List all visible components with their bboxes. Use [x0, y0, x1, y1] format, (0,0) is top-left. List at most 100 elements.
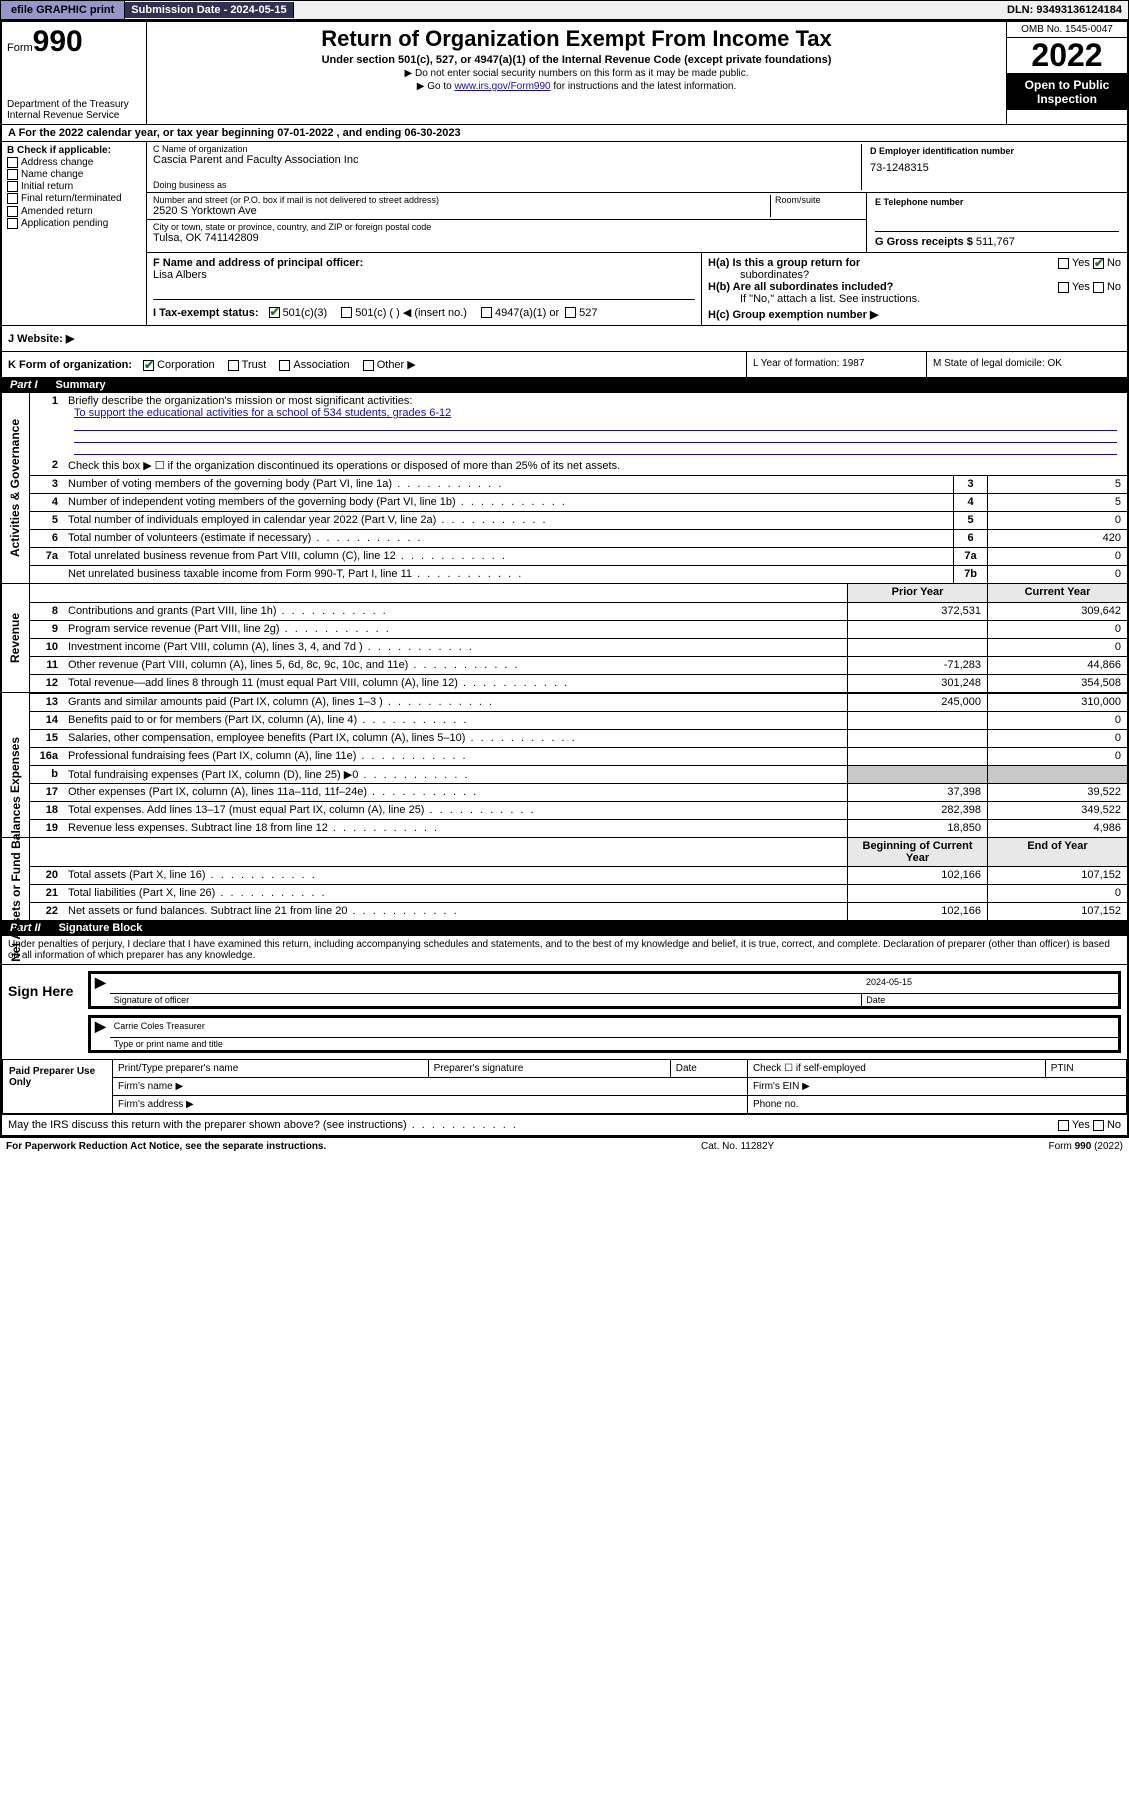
hb-label: H(b) Are all subordinates included? [708, 281, 893, 293]
signer-name-label: Type or print name and title [110, 1038, 1118, 1050]
cb-application-pending[interactable]: Application pending [7, 218, 141, 229]
cb-final-return[interactable]: Final return/terminated [7, 193, 141, 204]
cb-amended-return[interactable]: Amended return [7, 206, 141, 217]
addr-value: 2520 S Yorktown Ave [153, 205, 770, 217]
summary-line-7a: 7aTotal unrelated business revenue from … [30, 547, 1127, 565]
header-left: Form990 Department of the Treasury Inter… [2, 22, 147, 124]
end-year-hdr: End of Year [987, 838, 1127, 866]
summary-line-10: 10Investment income (Part VIII, column (… [30, 638, 1127, 656]
open-to-public: Open to Public Inspection [1007, 74, 1127, 110]
form-num: 990 [33, 25, 83, 58]
row-f-h: F Name and address of principal officer:… [147, 253, 1127, 325]
form-of-org: K Form of organization: Corporation Trus… [2, 352, 747, 377]
hc-label: H(c) Group exemption number ▶ [708, 308, 1121, 321]
summary-line-21: 21Total liabilities (Part X, line 26)0 [30, 884, 1127, 902]
phone-gross-block: E Telephone number G Gross receipts $ 51… [867, 193, 1127, 252]
summary-line-9: 9Program service revenue (Part VIII, lin… [30, 620, 1127, 638]
cb-name-change[interactable]: Name change [7, 169, 141, 180]
signer-name: Carrie Coles Treasurer [110, 1020, 1118, 1037]
cb-discuss-no[interactable] [1093, 1120, 1104, 1131]
form-ref: Form 990 (2022) [1049, 1141, 1123, 1152]
rev-body: Prior Year Current Year 8Contributions a… [30, 584, 1127, 692]
discuss-question: May the IRS discuss this return with the… [8, 1119, 1058, 1131]
cb-501c[interactable] [341, 307, 352, 318]
summary-line-17: 17Other expenses (Part IX, column (A), l… [30, 783, 1127, 801]
tax-status-label: I Tax-exempt status: [153, 307, 259, 319]
omb-number: OMB No. 1545-0047 [1007, 22, 1127, 38]
summary-line-16a: 16aProfessional fundraising fees (Part I… [30, 747, 1127, 765]
opt-501c3: 501(c)(3) [283, 307, 328, 319]
date-label: Date [862, 994, 1118, 1006]
side-label-rev: Revenue [2, 584, 30, 692]
cb-ha-yes[interactable] [1058, 258, 1069, 269]
dln: DLN: 93493136124184 [1001, 2, 1128, 18]
summary-line-22: 22Net assets or fund balances. Subtract … [30, 902, 1127, 920]
summary-line-7b: Net unrelated business taxable income fr… [30, 565, 1127, 583]
tax-year: 2022 [1007, 38, 1127, 74]
cb-trust[interactable] [228, 360, 239, 371]
part-1-header: Part I Summary [2, 377, 1127, 393]
ha-sub: subordinates? [740, 269, 809, 281]
summary-line-11: 11Other revenue (Part VIII, column (A), … [30, 656, 1127, 674]
summary-line-8: 8Contributions and grants (Part VIII, li… [30, 602, 1127, 620]
firm-phone: Phone no. [747, 1096, 1126, 1114]
beg-year-hdr: Beginning of Current Year [847, 838, 987, 866]
part1-name: Part I [10, 379, 38, 391]
hb-note: If "No," attach a list. See instructions… [740, 293, 1121, 305]
sig-date: 2024-05-15 [862, 976, 1118, 993]
sign-here-label: Sign Here [2, 965, 82, 1059]
summary-line-13: 13Grants and similar amounts paid (Part … [30, 693, 1127, 711]
cb-527[interactable] [565, 307, 576, 318]
summary-line-6: 6Total number of volunteers (estimate if… [30, 529, 1127, 547]
cb-501c3[interactable] [269, 307, 280, 318]
block-bc: B Check if applicable: Address change Na… [2, 141, 1127, 325]
cb-initial-return[interactable]: Initial return [7, 181, 141, 192]
top-bar: efile GRAPHIC print Submission Date - 20… [0, 0, 1129, 20]
cb-assoc[interactable] [279, 360, 290, 371]
cb-hb-yes[interactable] [1058, 282, 1069, 293]
pra-notice: For Paperwork Reduction Act Notice, see … [6, 1141, 701, 1152]
dept-label: Department of the Treasury Internal Reve… [7, 99, 141, 121]
header-center: Return of Organization Exempt From Incom… [147, 22, 1007, 124]
l2-text: Check this box ▶ ☐ if the organization d… [64, 457, 1127, 475]
cb-4947[interactable] [481, 307, 492, 318]
firm-address: Firm's address ▶ [113, 1096, 748, 1114]
paid-preparer-table: Paid Preparer Use Only Print/Type prepar… [2, 1059, 1127, 1114]
part2-title: Signature Block [59, 922, 143, 934]
website-label: J Website: ▶ [8, 333, 74, 345]
cb-address-change[interactable]: Address change [7, 157, 141, 168]
rowk-label: K Form of organization: [8, 359, 132, 371]
cb-discuss-yes[interactable] [1058, 1120, 1069, 1131]
form-title: Return of Organization Exempt From Incom… [153, 26, 1000, 52]
part-2-header: Part II Signature Block [2, 920, 1127, 936]
gross-value: 511,767 [976, 236, 1015, 248]
prep-self-hdr: Check ☐ if self-employed [747, 1060, 1045, 1078]
cb-corp[interactable] [143, 360, 154, 371]
cb-hb-no[interactable] [1093, 282, 1104, 293]
ha-label: H(a) Is this a group return for [708, 257, 860, 269]
form-container: Form990 Department of the Treasury Inter… [0, 20, 1129, 1137]
sign-here-block: Sign Here ▶ 2024-05-15 Signature of offi… [2, 964, 1127, 1059]
cb-ha-no[interactable] [1093, 258, 1104, 269]
org-name: Cascia Parent and Faculty Association In… [153, 154, 861, 166]
line-2: 2 Check this box ▶ ☐ if the organization… [30, 457, 1127, 475]
line-1: 1 Briefly describe the organization's mi… [30, 393, 1127, 457]
summary-line-3: 3Number of voting members of the governi… [30, 475, 1127, 493]
arrow-icon: ▶ [91, 974, 110, 1006]
ein-block: D Employer identification number 73-1248… [861, 144, 1121, 190]
footer: For Paperwork Reduction Act Notice, see … [0, 1137, 1129, 1155]
efile-print-button[interactable]: efile GRAPHIC print [1, 1, 125, 19]
side-label-ag: Activities & Governance [2, 393, 30, 583]
irs-link[interactable]: www.irs.gov/Form990 [454, 81, 550, 92]
cb-other[interactable] [363, 360, 374, 371]
declaration-text: Under penalties of perjury, I declare th… [2, 936, 1127, 964]
side-label-na: Net Assets or Fund Balances [2, 838, 30, 920]
form-note-1: ▶ Do not enter social security numbers o… [153, 68, 1000, 79]
c-top: C Name of organization Cascia Parent and… [147, 142, 1127, 193]
summary-line-19: 19Revenue less expenses. Subtract line 1… [30, 819, 1127, 837]
na-body: Beginning of Current Year End of Year 20… [30, 838, 1127, 920]
summary-line-4: 4Number of independent voting members of… [30, 493, 1127, 511]
section-expenses: Expenses 13Grants and similar amounts pa… [2, 692, 1127, 837]
summary-line-14: 14Benefits paid to or for members (Part … [30, 711, 1127, 729]
phone-value [875, 207, 1119, 231]
